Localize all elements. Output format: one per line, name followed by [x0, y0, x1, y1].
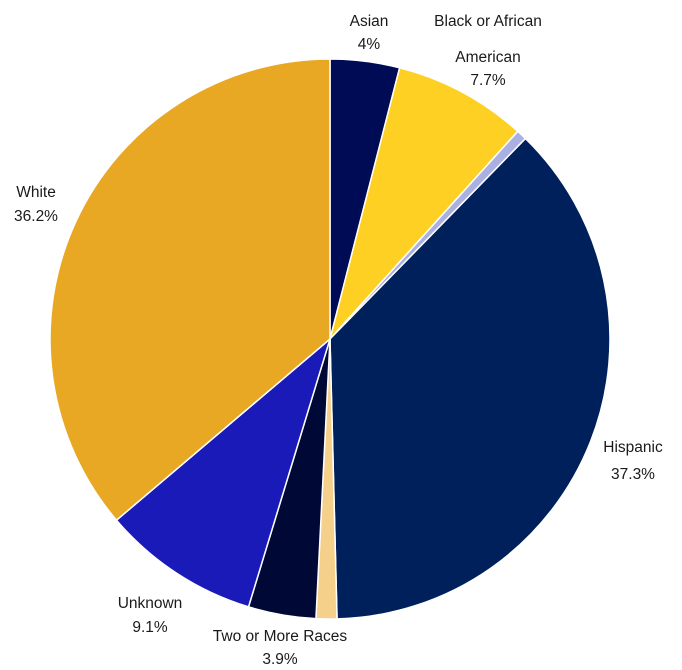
pie-slice-hispanic	[329, 137, 611, 620]
pie-slice-white	[49, 58, 331, 521]
pie-slices	[49, 58, 611, 620]
label-hispanic: Hispanic 37.3%	[603, 439, 663, 483]
label-white: White 36.2%	[14, 184, 58, 225]
label-unknown-value: 9.1%	[132, 619, 168, 636]
label-unknown: Unknown 9.1%	[118, 595, 183, 636]
label-hispanic-value: 37.3%	[611, 466, 655, 483]
label-two-or-more-name: Two or More Races	[213, 628, 348, 645]
label-asian: Asian 4%	[350, 13, 389, 53]
label-asian-value: 4%	[358, 36, 381, 53]
label-two-or-more-races: Two or More Races 3.9%	[213, 628, 348, 668]
label-hispanic-name: Hispanic	[603, 439, 663, 456]
label-black-name-line2: American	[455, 49, 520, 66]
label-asian-name: Asian	[350, 13, 389, 30]
label-unknown-name: Unknown	[118, 595, 183, 612]
label-black-or-african-american: Black or African American 7.7%	[434, 13, 542, 89]
label-white-name: White	[16, 184, 56, 201]
label-black-value: 7.7%	[470, 72, 506, 89]
label-black-name-line1: Black or African	[434, 13, 542, 30]
pie-slice-unknown	[115, 338, 331, 608]
label-white-value: 36.2%	[14, 208, 58, 225]
pie-slice-black-or-african-american	[329, 67, 519, 340]
label-two-or-more-value: 3.9%	[262, 651, 298, 668]
